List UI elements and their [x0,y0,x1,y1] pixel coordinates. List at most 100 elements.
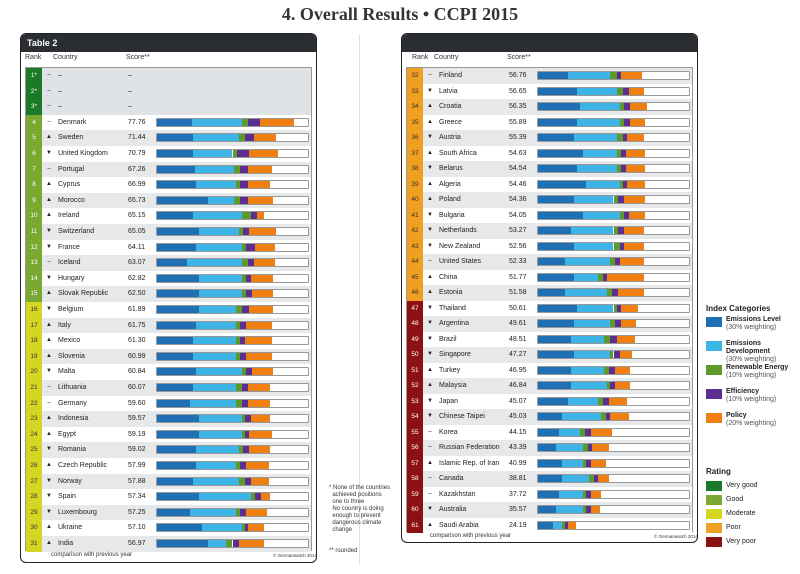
rank-cell: 13 [26,255,42,271]
trend-indicator: – [428,475,432,481]
score-bar-segment [607,382,611,389]
left-table-rows: 1* – – –2* – – –3* – – –4– Denmark 77.76 5 ▲ Sweden 71.… [25,67,312,552]
table-row: 26 ▲ Czech Republic 57.99 [26,458,311,474]
country-name: France [58,243,80,251]
score-bar-segment [244,477,251,485]
table-row: 39 ▲ Algeria 54.46 [407,176,692,192]
score-bar-segment [247,399,271,407]
score-value: 60.07 [128,384,146,391]
score-bar-segment [199,493,251,501]
table-row: 40 ▲ Poland 54.36 [407,192,692,208]
page-divider [359,34,360,564]
score-bar-segment [574,273,599,281]
country-name: Russian Federation [439,444,500,451]
score-value: 44.15 [509,428,527,436]
score-bar [537,195,690,204]
score-bar-segment [556,444,584,451]
score-bar-segment [235,384,242,391]
score-bar-segment [157,415,200,423]
rank-cell: 56 [407,440,423,456]
table-row: 35 ▲ Greece 55.89 [407,114,692,130]
score-bar-segment [247,196,274,204]
score-value: 70.79 [128,150,146,157]
score-value: 77.76 [128,118,146,126]
score-bar-segment [157,196,209,204]
score-bar-segment [235,306,242,313]
table-row: 31 ▲ India 56.97 [26,536,311,552]
score-bar-segment [586,506,591,513]
score-bar-segment [196,368,242,376]
score-bar-segment [574,320,611,327]
country-name: Iceland [58,259,81,267]
trend-indicator: – [428,72,432,78]
table-row: 6 ▼ United Kingdom 70.79 [26,146,311,162]
score-value: 52.33 [509,258,527,265]
score-bar-segment [583,444,588,451]
score-bar-segment [157,259,188,267]
trend-indicator: ▼ [46,446,52,453]
score-bar-segment [255,493,262,501]
legend-category-weight: (30% weighting) [726,324,777,331]
score-bar [156,507,309,517]
legend-category-item: Emissions Development (30% weighting) [706,340,800,364]
score-bar-segment [538,134,575,141]
country-name: – [58,103,62,111]
score-bar-segment [246,274,251,282]
country-name: Belgium [58,306,84,313]
score-value: 45.03 [509,413,527,420]
legend-category-name: Renewable Energy [726,364,789,371]
table-row: 24 ▲ Egypt 59.19 [26,426,311,443]
country-name: Denmark [58,118,87,126]
score-bar-segment [246,368,253,376]
score-bar-segment [243,446,250,454]
score-bar-segment [193,150,233,157]
score-bar-segment [240,321,247,329]
score-bar-segment [628,211,646,219]
country-name: Egypt [58,430,76,438]
score-bar-segment [208,540,227,547]
trend-indicator: ▼ [46,274,52,281]
trend-indicator: ▲ [427,366,433,373]
legend-swatch [706,495,722,505]
score-bar-segment [574,242,614,250]
score-bar-segment [615,366,631,374]
country-name: Mexico [58,337,81,345]
legend-category-weight: (10% weighting) [726,372,777,379]
score-value: 55.89 [509,118,527,126]
score-value: 40.99 [509,459,527,467]
rank-cell: 39 [407,176,423,192]
country-name: Sweden [58,134,84,142]
score-bar-segment [234,196,241,204]
score-bar-segment [249,430,272,438]
score-value: 45.07 [509,397,527,405]
score-value: 65.15 [128,212,146,220]
country-name: Thailand [439,304,466,312]
score-bar-segment [624,227,644,234]
trend-indicator: ▼ [427,211,433,218]
score-value: 56.65 [509,87,527,95]
table-row: 51 ▲ Turkey 46.95 [407,362,692,378]
score-bar [156,289,309,299]
rank-cell: 45 [407,269,423,285]
score-bar-segment [583,459,587,467]
score-bar-segment [577,118,620,126]
score-bar-segment [199,274,242,282]
table-row: 34 ▲ Croatia 56.35 [407,99,692,115]
score-header: Score** [126,54,150,61]
trend-indicator: ▼ [46,508,52,515]
score-value: 54.54 [509,165,527,172]
rank-cell: 36 [407,130,423,146]
rank-cell: 52 [407,378,423,394]
country-name: New Zealand [439,242,481,250]
score-bar [156,351,309,361]
table-row: 20 ▼ Malta 60.84 [26,364,311,380]
trend-indicator: ▲ [46,524,52,531]
score-bar [156,117,309,127]
score-bar [537,334,690,344]
legend-category-text: Emissions Development (30% weighting) [726,340,800,364]
rank-cell: 10 [26,208,42,224]
trend-indicator: ▲ [427,103,433,109]
rank-cell: 26 [26,458,42,474]
score-bar-segment [615,382,631,389]
trend-indicator: – [47,118,51,125]
